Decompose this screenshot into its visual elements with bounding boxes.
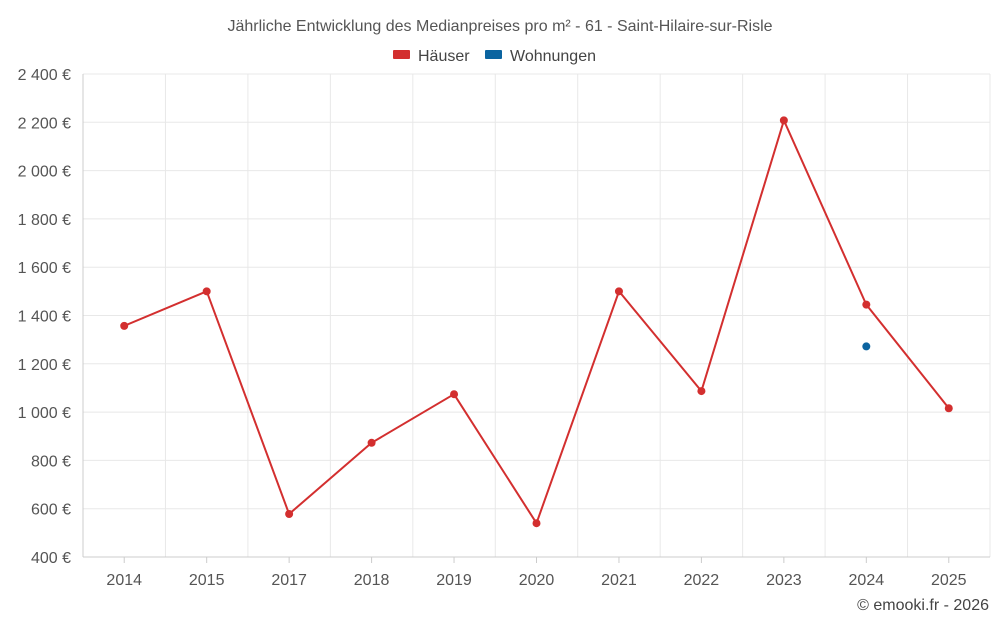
data-point-haeuser[interactable]	[697, 387, 706, 396]
data-point-wohnungen[interactable]	[862, 342, 871, 351]
y-axis: 400 € 600 € 800 € 1 000 € 1 200 € 1 400 € 1 60…	[18, 67, 71, 567]
data-point-haeuser[interactable]	[120, 321, 129, 330]
y-tick-label: 400 €	[31, 550, 71, 567]
y-tick-label: 1 800 €	[18, 212, 71, 229]
y-tick-label: 1 600 €	[18, 260, 71, 277]
data-point-haeuser[interactable]	[202, 287, 211, 296]
legend-item-wohnungen[interactable]: Wohnungen	[485, 48, 596, 65]
series-haeuser	[120, 116, 953, 528]
x-tick-label: 2014	[106, 572, 142, 589]
x-tick-label: 2018	[354, 572, 390, 589]
x-tick-label: 2021	[601, 572, 637, 589]
data-point-haeuser[interactable]	[614, 287, 623, 296]
legend-item-haeuser[interactable]: Häuser	[393, 48, 470, 65]
x-tick-label: 2022	[684, 572, 720, 589]
y-tick-label: 600 €	[31, 502, 71, 519]
credit-text: © emooki.fr - 2026	[857, 597, 989, 614]
data-point-haeuser[interactable]	[862, 300, 871, 309]
data-point-haeuser[interactable]	[779, 116, 788, 125]
chart-title: Jährliche Entwicklung des Medianpreises …	[227, 18, 772, 35]
series-wohnungen	[862, 342, 871, 351]
x-tick-label: 2019	[436, 572, 472, 589]
x-tick-label: 2015	[189, 572, 225, 589]
x-tick-label: 2023	[766, 572, 802, 589]
legend: Häuser Wohnungen	[393, 48, 596, 65]
legend-label-wohnungen: Wohnungen	[510, 48, 596, 65]
x-tick-label: 2020	[519, 572, 555, 589]
x-tick-label: 2017	[271, 572, 307, 589]
x-axis: 2014 2015 2017 2018 2019 2020 2021 2022 2023 2024…	[83, 556, 990, 589]
legend-label-haeuser: Häuser	[418, 48, 470, 65]
y-tick-label: 800 €	[31, 453, 71, 470]
x-tick-label: 2025	[931, 572, 967, 589]
data-point-haeuser[interactable]	[450, 390, 459, 399]
y-tick-label: 1 400 €	[18, 309, 71, 326]
data-point-haeuser[interactable]	[532, 519, 541, 528]
grid	[82, 73, 991, 557]
y-tick-label: 2 000 €	[18, 164, 71, 181]
legend-swatch-wohnungen	[485, 50, 502, 59]
series	[120, 116, 953, 528]
y-tick-label: 2 200 €	[18, 115, 71, 132]
legend-swatch-haeuser	[393, 50, 410, 59]
data-point-haeuser[interactable]	[944, 404, 953, 413]
data-point-haeuser[interactable]	[367, 438, 376, 447]
y-tick-label: 2 400 €	[18, 67, 71, 84]
y-tick-label: 1 200 €	[18, 357, 71, 374]
x-tick-label: 2024	[849, 572, 885, 589]
data-point-haeuser[interactable]	[285, 510, 294, 519]
y-tick-label: 1 000 €	[18, 405, 71, 422]
